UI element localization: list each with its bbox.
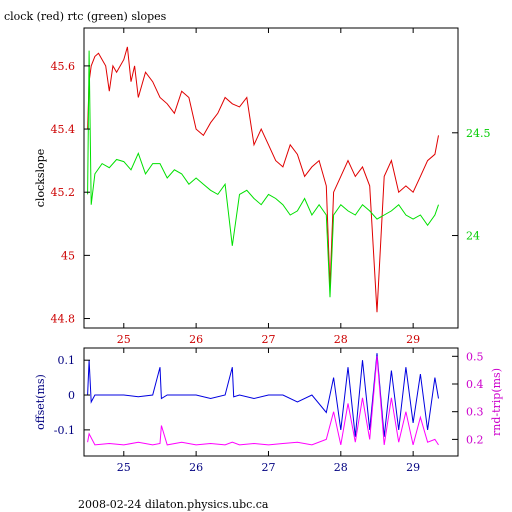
bottom-y2-tick-label: 0.5 — [466, 350, 484, 363]
top-series-rtc-line — [87, 50, 439, 298]
top-y-tick-label: 44.8 — [51, 313, 76, 326]
chart-title: clock (red) rtc (green) slopes — [4, 10, 167, 23]
bottom-x-tick-label: 28 — [334, 461, 348, 474]
bottom-x-tick-label: 26 — [189, 461, 203, 474]
bottom-y-axis-label: offset(ms) — [34, 374, 47, 430]
top-plot-frame — [83, 27, 459, 329]
bottom-plot-frame — [83, 347, 459, 457]
bottom-x-tick-label: 25 — [117, 461, 131, 474]
top-series-layer — [87, 46, 439, 313]
bottom-series-rnd-trip-line — [87, 356, 439, 446]
top-y2-tick-label: 24.5 — [466, 127, 491, 140]
bottom-series-offset-line — [87, 353, 439, 437]
bottom-x-tick-label: 27 — [261, 461, 275, 474]
bottom-y-tick-label: 0 — [68, 389, 75, 402]
bottom-series-layer — [87, 353, 439, 446]
top-y2-tick-label: 24 — [466, 230, 480, 243]
top-y-tick-label: 45.2 — [51, 186, 76, 199]
bottom-x-tick-label: 29 — [406, 461, 420, 474]
bottom-y2-axis-label: rnd-trip(ms) — [490, 368, 503, 436]
bottom-y-tick-label: -0.1 — [54, 424, 75, 437]
top-x-tick-label: 26 — [189, 333, 203, 346]
top-x-tick-label: 27 — [261, 333, 275, 346]
top-series-clock-line — [87, 46, 439, 313]
bottom-y-tick-label: 0.1 — [58, 354, 76, 367]
top-y-axis-label: clockslope — [34, 149, 47, 207]
top-y-tick-label: 45 — [61, 249, 75, 262]
top-x-tick-label: 28 — [334, 333, 348, 346]
tick-layer: 25 26 27 28 29 44.8 45 45.2 45.4 45.6 24 24.5 25 26 27… — [51, 28, 491, 474]
top-x-tick-label: 29 — [406, 333, 420, 346]
footer-text: 2008-02-24 dilaton.physics.ubc.ca — [78, 498, 269, 511]
bottom-y2-tick-label: 0.3 — [466, 406, 484, 419]
top-y-tick-label: 45.6 — [51, 60, 76, 73]
bottom-y2-tick-label: 0.2 — [466, 433, 484, 446]
top-x-tick-label: 25 — [117, 333, 131, 346]
top-y-tick-label: 45.4 — [51, 123, 76, 136]
bottom-y2-tick-label: 0.4 — [466, 378, 484, 391]
